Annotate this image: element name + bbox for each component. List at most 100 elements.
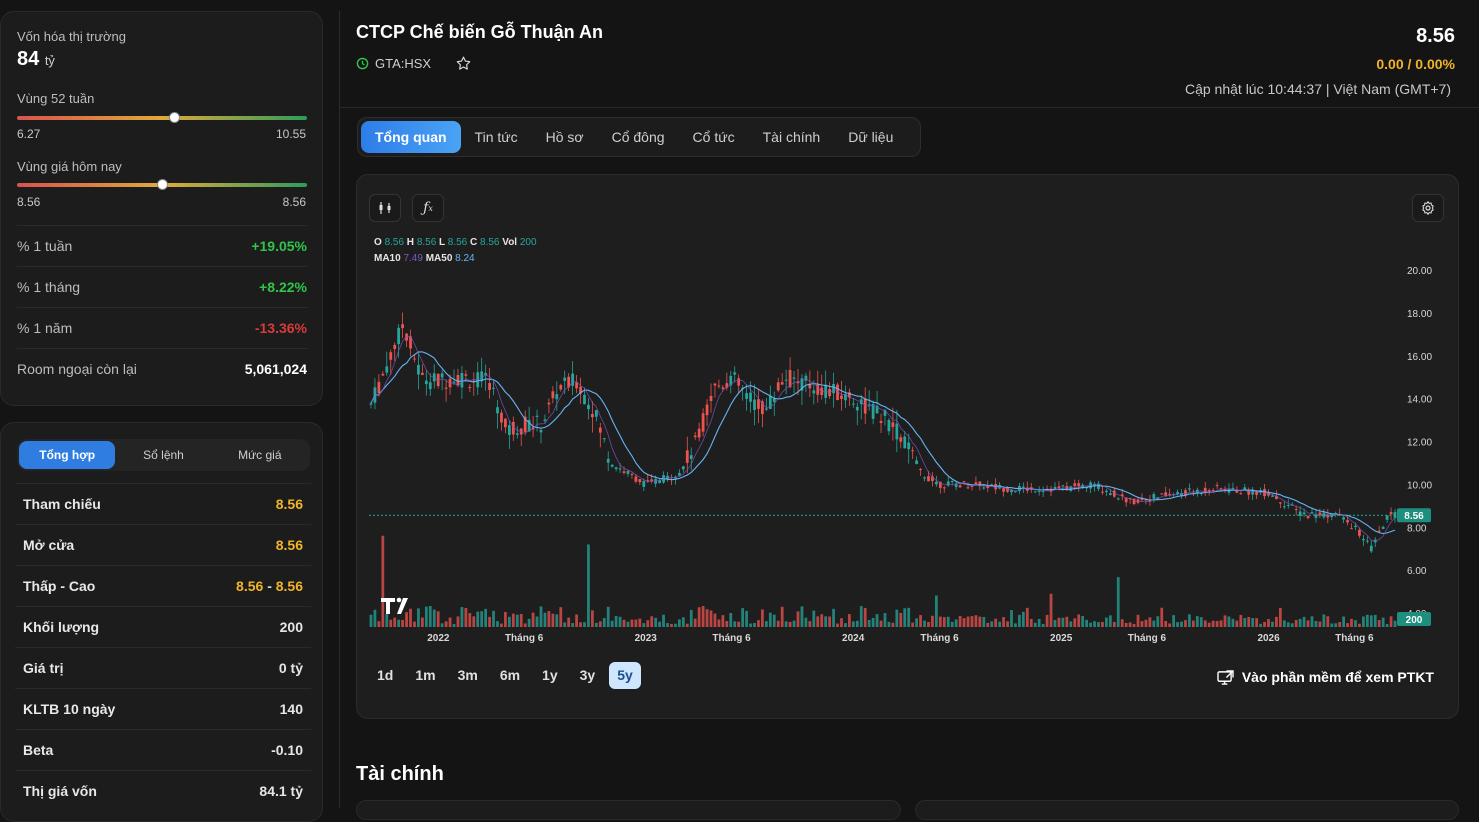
volume-bar xyxy=(567,617,571,627)
tab-data[interactable]: Dữ liệu xyxy=(848,129,894,145)
candle-body xyxy=(820,387,824,396)
candle-body xyxy=(982,487,986,489)
tab-profile[interactable]: Hồ sơ xyxy=(545,129,584,145)
candle-body xyxy=(1385,515,1389,520)
header-divider xyxy=(340,107,1479,108)
candle-body xyxy=(962,481,966,483)
candle-body xyxy=(1247,490,1251,495)
candle-body xyxy=(737,378,741,386)
candle-body xyxy=(614,467,618,470)
candle-body xyxy=(1136,499,1140,503)
volume-bar xyxy=(978,616,982,627)
candle-body xyxy=(745,393,748,399)
candle-body xyxy=(1306,516,1310,519)
tab-shareholders[interactable]: Cổ đông xyxy=(611,129,665,145)
candle-body xyxy=(594,410,598,417)
tab-dividends[interactable]: Cổ tức xyxy=(692,129,735,145)
candle-body xyxy=(1105,490,1108,493)
volume-bar xyxy=(942,617,946,627)
candle-body xyxy=(938,481,942,488)
candle-body xyxy=(579,386,582,394)
volume-bar xyxy=(519,613,523,627)
candle-body xyxy=(401,324,404,329)
volume-bar xyxy=(982,617,986,627)
candle-body xyxy=(1286,504,1290,506)
range-6m[interactable]: 6m xyxy=(499,667,521,683)
candle-body xyxy=(436,373,440,386)
candle-body xyxy=(551,391,555,399)
tab-overview[interactable]: Tổng quan xyxy=(361,121,461,153)
ptkt-link[interactable]: Vào phần mềm để xem PTKT xyxy=(1217,669,1434,685)
candle-body xyxy=(709,395,713,402)
last-price-label: 8.56 xyxy=(1404,511,1424,522)
candle-body xyxy=(713,383,717,386)
range-3m[interactable]: 3m xyxy=(457,667,478,683)
candle-body xyxy=(1116,498,1120,500)
volume-bar xyxy=(1298,618,1302,627)
range-1y[interactable]: 1y xyxy=(542,667,558,683)
tab-muc-gia[interactable]: Mức giá xyxy=(238,448,282,462)
update-time: Cập nhật lúc 10:44:37 | Việt Nam (GMT+7) xyxy=(1184,81,1451,97)
candle-body xyxy=(1108,493,1112,496)
volume-bar xyxy=(1338,622,1342,627)
candle-body xyxy=(844,393,847,401)
x-tick-label: 2024 xyxy=(842,633,865,644)
range-5y[interactable]: 5y xyxy=(609,662,641,689)
settings-gear-icon[interactable] xyxy=(1412,194,1444,222)
range-1m[interactable]: 1m xyxy=(415,667,436,683)
volume-bar xyxy=(1282,620,1286,627)
candle-body xyxy=(413,358,416,360)
candle-body xyxy=(452,381,456,383)
candle-body xyxy=(1164,492,1168,497)
volume-bar xyxy=(816,616,820,627)
x-tick-label: 2023 xyxy=(635,633,658,644)
volume-bar xyxy=(820,614,824,627)
volume-bar xyxy=(832,608,835,627)
candle-body xyxy=(1097,483,1100,489)
tab-tong-hop[interactable]: Tổng hợp xyxy=(19,441,116,469)
candle-body xyxy=(610,464,614,467)
volume-bar xyxy=(1318,621,1322,627)
candle-body xyxy=(931,476,934,482)
y-tick-label: 10.00 xyxy=(1407,480,1432,491)
star-icon[interactable] xyxy=(455,55,472,72)
volume-bar xyxy=(551,613,555,627)
candle-body xyxy=(547,402,551,405)
candle-body xyxy=(492,387,495,389)
candle-body xyxy=(583,394,586,405)
volume-bar xyxy=(1385,623,1389,627)
candle-body xyxy=(428,382,432,390)
candle-body xyxy=(1093,483,1096,487)
range-3y[interactable]: 3y xyxy=(579,667,596,683)
volume-bar xyxy=(745,610,748,627)
candle-body xyxy=(1271,495,1274,497)
candlestick-icon[interactable] xyxy=(369,194,401,222)
candle-body xyxy=(1369,545,1373,552)
price-chart[interactable]: 20.0018.0016.0014.0012.0010.008.006.004.… xyxy=(357,175,1460,645)
volume-bar xyxy=(1108,615,1112,627)
volume-bar xyxy=(784,621,788,627)
volume-bar xyxy=(432,609,436,627)
candle-body xyxy=(1393,512,1397,519)
volume-bar xyxy=(725,621,729,627)
volume-bar xyxy=(420,617,424,627)
candle-body xyxy=(385,366,389,373)
tab-finance[interactable]: Tài chính xyxy=(762,129,821,145)
volume-bar xyxy=(1045,614,1049,627)
volume-bar xyxy=(1168,623,1172,627)
range-1d[interactable]: 1d xyxy=(377,667,394,683)
candle-body xyxy=(476,372,480,388)
candle-body xyxy=(1358,529,1361,536)
volume-bar xyxy=(1259,623,1262,627)
candle-body xyxy=(753,399,756,411)
candle-body xyxy=(567,376,571,388)
volume-bar xyxy=(998,621,1002,627)
tab-so-lenh[interactable]: Sổ lệnh xyxy=(143,448,184,462)
tab-news[interactable]: Tin tức xyxy=(474,129,518,145)
candle-body xyxy=(784,379,788,381)
candle-body xyxy=(832,384,835,394)
volume-bar xyxy=(507,616,511,627)
candle-body xyxy=(602,438,606,440)
volume-bar xyxy=(662,614,665,627)
